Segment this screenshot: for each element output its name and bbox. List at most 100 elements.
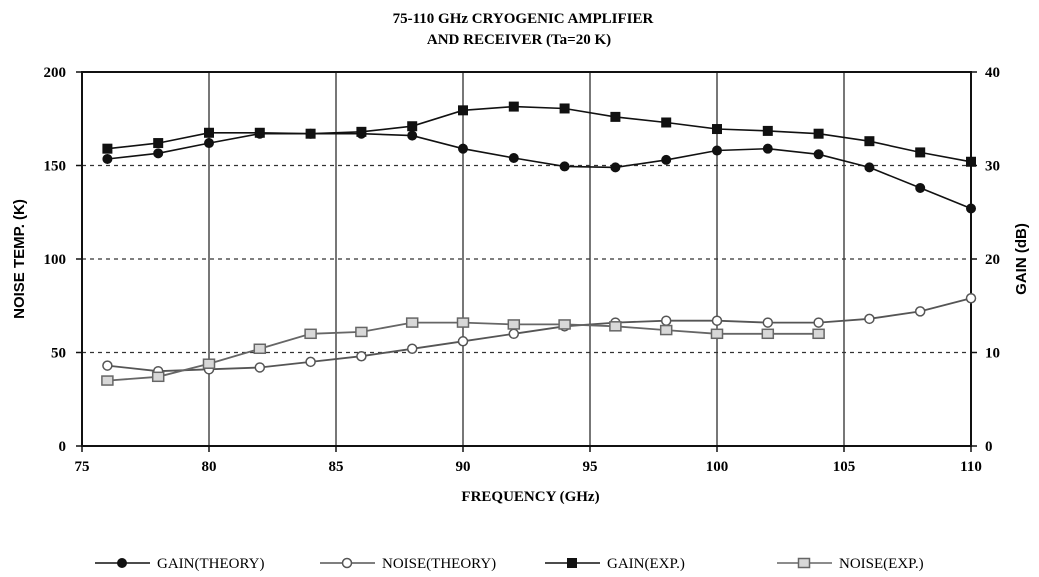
y-right-tick-label: 20: [985, 252, 1000, 268]
data-point-noise-theory: [762, 317, 774, 328]
y-right-tick-label: 0: [985, 439, 993, 455]
chart-title-line-1: 75-110 GHz CRYOGENIC AMPLIFIER: [393, 11, 654, 27]
data-point-gain-theory: [813, 149, 824, 160]
legend-marker: [797, 557, 811, 569]
data-point-gain-theory: [762, 143, 773, 154]
data-point-gain-theory: [102, 153, 113, 164]
data-point-gain-exp: [915, 147, 926, 158]
legend-label: NOISE(EXP.): [839, 556, 924, 572]
series-noise-exp: [101, 317, 825, 386]
data-point-gain-theory: [559, 161, 570, 172]
y-left-tick-label: 150: [44, 159, 67, 175]
data-point-gain-theory: [407, 130, 418, 141]
data-point-noise-exp: [558, 319, 571, 330]
y-right-tick-label: 10: [985, 346, 1000, 362]
data-point-noise-theory: [864, 313, 875, 325]
series-noise-theory: [102, 293, 977, 377]
data-point-gain-exp: [153, 138, 164, 149]
data-point-noise-exp: [507, 319, 521, 330]
legend-label: GAIN(EXP.): [607, 556, 685, 572]
series-gain-exp: [102, 101, 976, 167]
data-point-noise-exp: [355, 326, 368, 338]
data-point-gain-exp: [305, 128, 316, 139]
data-point-gain-theory: [204, 138, 214, 149]
data-point-gain-exp: [610, 111, 621, 122]
data-point-noise-theory: [813, 317, 824, 328]
data-point-gain-exp: [712, 124, 722, 135]
data-point-gain-theory: [458, 143, 468, 154]
data-point-gain-exp: [458, 105, 468, 116]
y-right-tick-label: 40: [985, 65, 1000, 81]
x-tick-label: 80: [202, 459, 217, 475]
legend-item: GAIN(EXP.): [545, 556, 685, 572]
data-point-noise-theory: [914, 306, 926, 317]
data-point-noise-theory: [457, 336, 469, 347]
data-point-gain-exp: [661, 117, 672, 128]
y-axis-right-label: GAIN (dB): [1013, 223, 1030, 295]
data-point-gain-exp: [508, 101, 519, 112]
y-left-tick-label: 0: [59, 439, 67, 455]
data-point-gain-theory: [508, 153, 519, 164]
legend: GAIN(THEORY) NOISE(THEORY) GAIN(EXP.) NOISE…: [95, 556, 924, 572]
data-point-gain-exp: [254, 127, 265, 138]
legend-marker: [117, 558, 127, 568]
legend-item: NOISE(EXP.): [777, 556, 924, 572]
data-point-noise-exp: [405, 317, 419, 328]
x-axis-label: FREQUENCY (GHz): [461, 489, 599, 505]
data-point-noise-theory: [406, 343, 418, 355]
x-tick-label: 100: [706, 459, 729, 475]
data-point-gain-exp: [813, 128, 824, 139]
data-point-gain-exp: [864, 136, 875, 147]
x-tick-label: 90: [456, 459, 471, 475]
legend-label: GAIN(THEORY): [157, 556, 264, 572]
data-point-noise-exp: [151, 371, 165, 383]
data-point-noise-theory: [102, 360, 113, 371]
data-point-gain-exp: [762, 125, 773, 136]
data-point-noise-exp: [202, 358, 216, 369]
data-point-noise-exp: [659, 324, 673, 336]
data-point-gain-exp: [407, 121, 418, 132]
data-point-gain-theory: [966, 203, 976, 214]
legend-item: GAIN(THEORY): [95, 556, 264, 572]
data-point-noise-exp: [304, 328, 317, 340]
y-left-tick-label: 100: [44, 252, 67, 268]
data-point-gain-theory: [661, 154, 672, 165]
data-point-noise-theory: [305, 356, 316, 368]
series-group: [101, 101, 977, 386]
data-point-noise-exp: [710, 328, 724, 340]
series-line-gain-theory: [107, 132, 972, 210]
data-point-gain-exp: [966, 156, 976, 167]
data-point-gain-theory: [864, 162, 875, 173]
legend-marker: [567, 558, 577, 568]
data-point-gain-exp: [356, 126, 367, 137]
series-line-gain-exp: [107, 105, 972, 163]
x-tick-label: 95: [583, 459, 598, 475]
data-point-noise-theory: [711, 315, 723, 326]
y-right-tick-label: 30: [985, 159, 1000, 175]
x-tick-label: 85: [329, 459, 344, 475]
y-left-tick-label: 50: [51, 346, 66, 362]
data-point-noise-theory: [965, 293, 977, 304]
data-point-gain-theory: [610, 162, 621, 173]
data-point-noise-exp: [812, 328, 825, 340]
y-axis-left-label: NOISE TEMP. (K): [11, 199, 28, 319]
data-point-gain-exp: [102, 143, 113, 154]
data-point-noise-theory: [508, 328, 520, 340]
x-tick-label: 75: [75, 459, 90, 475]
data-point-gain-theory: [712, 145, 722, 156]
series-line-noise-theory: [107, 297, 972, 373]
data-point-noise-theory: [254, 362, 266, 373]
data-point-noise-exp: [609, 321, 622, 332]
chart-title: 75-110 GHz CRYOGENIC AMPLIFIER AND RECEI…: [393, 11, 654, 48]
data-point-noise-exp: [761, 328, 775, 340]
data-point-gain-exp: [559, 103, 570, 114]
data-point-noise-theory: [356, 350, 367, 362]
data-point-noise-exp: [253, 343, 267, 355]
y-left-tick-label: 200: [44, 65, 67, 81]
data-point-gain-theory: [915, 182, 926, 193]
chart-title-line-2: AND RECEIVER (Ta=20 K): [427, 32, 611, 48]
data-point-gain-theory: [153, 148, 164, 159]
grid: [82, 72, 971, 446]
